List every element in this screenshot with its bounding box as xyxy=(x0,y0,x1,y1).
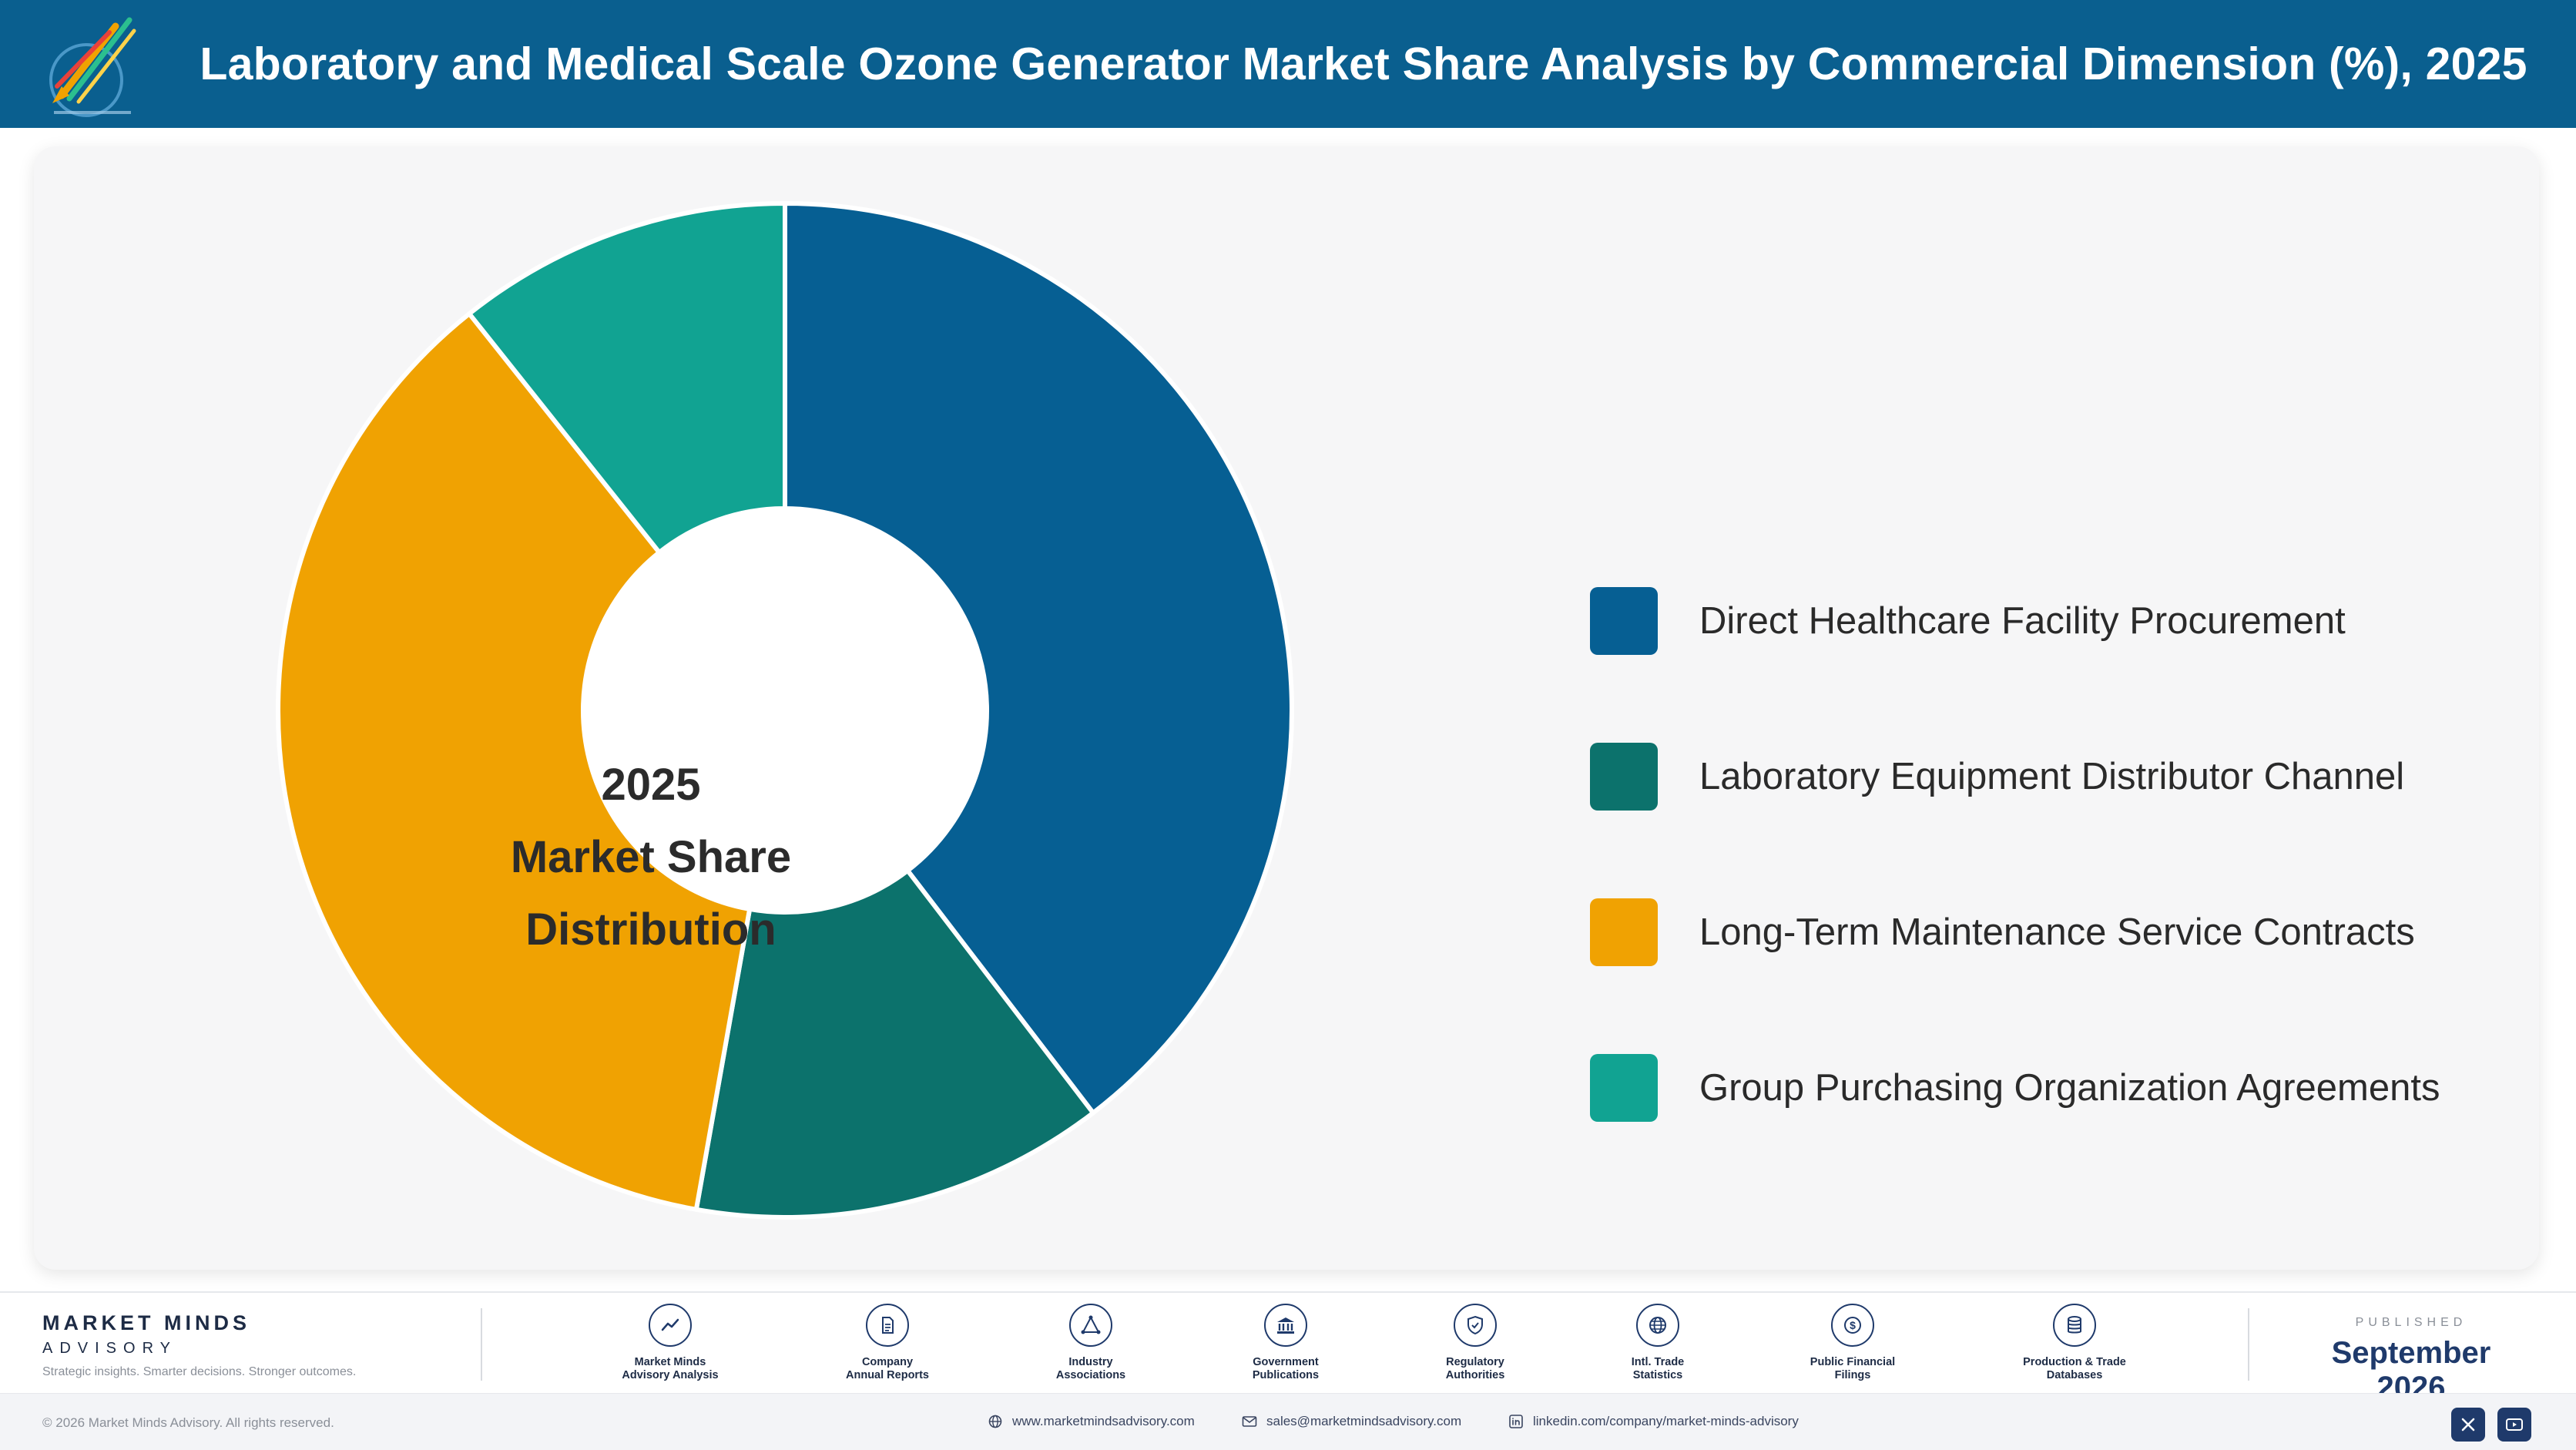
source-item: Industry Associations xyxy=(1014,1304,1168,1382)
donut-chart xyxy=(276,201,1294,1220)
source-item: Government Publications xyxy=(1209,1304,1363,1382)
source-list: Market Minds Advisory Analysis Company Ann… xyxy=(539,1304,2157,1388)
published-date: September 2026 xyxy=(2331,1336,2491,1405)
center-label-line-2: Market Share xyxy=(510,832,792,882)
mail-icon xyxy=(1242,1416,1257,1427)
donut-slice xyxy=(693,868,1096,1220)
email-link[interactable]: sales@marketmindsadvisory.com xyxy=(1242,1414,1461,1429)
source-label: Filings xyxy=(1834,1369,1871,1381)
network-icon xyxy=(1069,1304,1112,1347)
legend-label: Group Purchasing Organization Agreements xyxy=(1699,1067,2440,1109)
center-label-line-3: Distribution xyxy=(525,905,776,955)
source-item: Regulatory Authorities xyxy=(1398,1304,1552,1382)
footer-brand: MARKET MINDS ADVISORY Strategic insights… xyxy=(42,1311,356,1379)
donut-slice xyxy=(276,311,753,1212)
linkedin-link[interactable]: linkedin.com/company/market-minds-adviso… xyxy=(1508,1414,1799,1429)
linkedin-text: linkedin.com/company/market-minds-adviso… xyxy=(1533,1414,1799,1428)
center-label-year: 2025 xyxy=(601,760,701,810)
source-item: Company Annual Reports xyxy=(810,1304,964,1382)
source-label: Industry xyxy=(1068,1356,1113,1368)
legend-item: Group Purchasing Organization Agreements xyxy=(1590,1054,2440,1122)
source-label: Authorities xyxy=(1445,1369,1505,1381)
source-label: Statistics xyxy=(1632,1369,1683,1381)
source-item: $ Public Financial Filings xyxy=(1776,1304,1930,1382)
chart-card: 2025 Market Share Distribution Direct He… xyxy=(34,146,2539,1270)
source-label: Associations xyxy=(1055,1369,1126,1381)
brand-tagline: Strategic insights. Smarter decisions. S… xyxy=(42,1365,357,1378)
source-label: Production & Trade xyxy=(2023,1356,2126,1368)
legend-item: Long-Term Maintenance Service Contracts xyxy=(1590,898,2415,966)
source-item: Production & Trade Databases xyxy=(1997,1304,2152,1382)
donut-center-label: 2025 Market Share Distribution xyxy=(481,749,820,966)
x-logo-icon xyxy=(2461,1418,2475,1432)
website-text: www.marketmindsadvisory.com xyxy=(1012,1414,1195,1428)
email-text: sales@marketmindsadvisory.com xyxy=(1266,1414,1462,1428)
source-label: Government xyxy=(1253,1356,1319,1368)
dollar-coin-icon: $ xyxy=(1831,1304,1874,1347)
svg-text:$: $ xyxy=(1850,1319,1856,1331)
brand-name: MARKET MINDS xyxy=(42,1311,250,1334)
legend-item: Laboratory Equipment Distributor Channel xyxy=(1590,743,2404,811)
youtube-icon xyxy=(2506,1418,2523,1431)
donut-slice xyxy=(783,201,1294,1116)
source-label: Market Minds xyxy=(634,1356,706,1368)
globe-icon xyxy=(988,1415,1002,1428)
donut-slice xyxy=(467,201,787,555)
page-title: Laboratory and Medical Scale Ozone Gener… xyxy=(200,39,2527,89)
trend-line-icon xyxy=(649,1304,692,1347)
government-building-icon xyxy=(1264,1304,1307,1347)
legend-label: Direct Healthcare Facility Procurement xyxy=(1699,600,2346,642)
header-bar: Laboratory and Medical Scale Ozone Gener… xyxy=(0,0,2576,128)
legend-label: Laboratory Equipment Distributor Channel xyxy=(1699,756,2405,797)
youtube-social-button[interactable] xyxy=(2497,1408,2531,1442)
source-item: Intl. Trade Statistics xyxy=(1581,1304,1735,1382)
footer-divider xyxy=(2248,1308,2249,1381)
legend-label: Long-Term Maintenance Service Contracts xyxy=(1699,911,2415,953)
brand-subtitle: ADVISORY xyxy=(42,1340,177,1357)
source-item: Market Minds Advisory Analysis xyxy=(593,1304,747,1382)
source-label: Advisory Analysis xyxy=(622,1369,719,1381)
footer-bottom-bar: © 2026 Market Minds Advisory. All rights… xyxy=(0,1393,2576,1450)
published-label: PUBLISHED xyxy=(2355,1316,2467,1329)
legend-item: Direct Healthcare Facility Procurement xyxy=(1590,587,2346,655)
legend-swatch xyxy=(1590,587,1658,655)
source-label: Company xyxy=(861,1356,914,1368)
document-icon xyxy=(866,1304,909,1347)
footer-divider xyxy=(481,1308,482,1381)
shield-check-icon xyxy=(1454,1304,1497,1347)
source-label: Databases xyxy=(2046,1369,2103,1381)
published-block: PUBLISHED September 2026 xyxy=(2296,1316,2527,1405)
company-logo-icon xyxy=(49,17,136,117)
linkedin-icon xyxy=(1509,1415,1523,1428)
globe-icon xyxy=(1636,1304,1679,1347)
source-label: Publications xyxy=(1252,1369,1320,1381)
legend-swatch xyxy=(1590,898,1658,966)
source-label: Regulatory xyxy=(1446,1356,1504,1368)
website-link[interactable]: www.marketmindsadvisory.com xyxy=(988,1414,1195,1429)
database-icon xyxy=(2053,1304,2096,1347)
legend-swatch xyxy=(1590,743,1658,811)
legend-swatch xyxy=(1590,1054,1658,1122)
source-label: Annual Reports xyxy=(846,1369,929,1381)
donut-hole xyxy=(585,510,985,911)
footer: MARKET MINDS ADVISORY Strategic insights… xyxy=(0,1291,2576,1450)
copyright-text: © 2026 Market Minds Advisory. All rights… xyxy=(42,1415,334,1430)
source-label: Intl. Trade xyxy=(1631,1356,1685,1368)
x-social-button[interactable] xyxy=(2451,1408,2485,1442)
source-label: Public Financial xyxy=(1810,1356,1896,1368)
